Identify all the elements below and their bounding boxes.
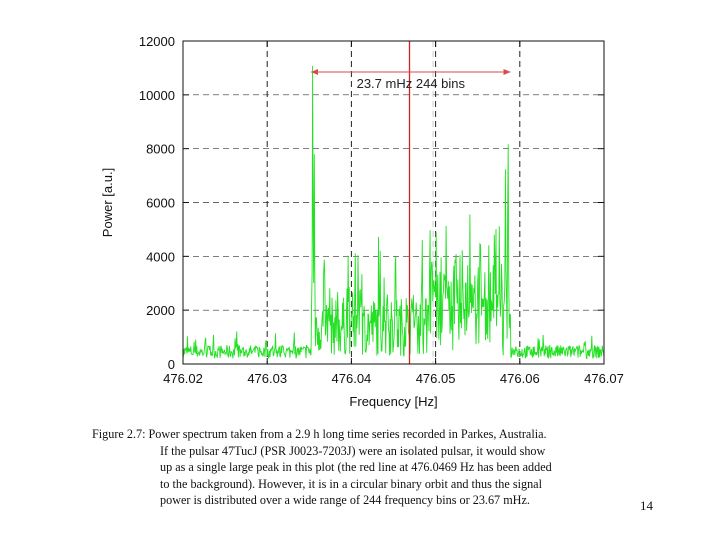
y-tick-label: 10000 [139, 88, 175, 103]
caption-line: power is distributed over a wide range o… [160, 493, 530, 507]
arrow-head-right [503, 68, 511, 75]
y-tick-label: 4000 [146, 249, 175, 264]
x-axis-label: Frequency [Hz] [349, 394, 437, 409]
x-tick-label: 476.05 [416, 371, 456, 386]
x-tick-label: 476.03 [247, 371, 287, 386]
figure-caption: Figure 2.7: Power spectrum taken from a … [92, 426, 612, 509]
y-tick-label: 12000 [139, 34, 175, 49]
caption-line: If the pulsar 47TucJ (PSR J0023-7203J) w… [160, 443, 546, 458]
bandwidth-annotation: 23.7 mHz 244 bins [357, 76, 466, 91]
spectrum-series-line [182, 65, 605, 360]
arrow-head-left [310, 68, 318, 75]
caption-line: to the background). However, it is in a … [160, 476, 542, 491]
y-axis-label: Power [a.u.] [100, 168, 115, 237]
y-tick-label: 2000 [146, 303, 175, 318]
y-tick-label: 8000 [146, 142, 175, 157]
x-tick-label: 476.04 [332, 371, 372, 386]
x-axis-ticks: 476.02 476.03 476.04 476.05 476.06 476.07 [163, 41, 624, 386]
y-tick-label: 0 [168, 357, 175, 372]
dashed-reference-lines [266, 41, 521, 364]
grid-lines [183, 94, 604, 311]
power-spectrum-chart: 23.7 mHz 244 bins 476.02 476.03 476.04 476.… [100, 34, 624, 409]
y-axis-ticks: 0 2000 4000 6000 8000 10000 12000 [139, 34, 604, 372]
caption-line: Figure 2.7: Power spectrum taken from a … [92, 427, 547, 441]
caption-line: up as a single large peak in this plot (… [160, 460, 552, 474]
x-tick-label: 476.06 [500, 371, 540, 386]
bandwidth-arrow [310, 68, 511, 75]
y-tick-label: 6000 [146, 196, 175, 211]
page-number: 14 [640, 498, 653, 513]
x-tick-label: 476.02 [163, 371, 203, 386]
x-tick-label: 476.07 [584, 371, 624, 386]
